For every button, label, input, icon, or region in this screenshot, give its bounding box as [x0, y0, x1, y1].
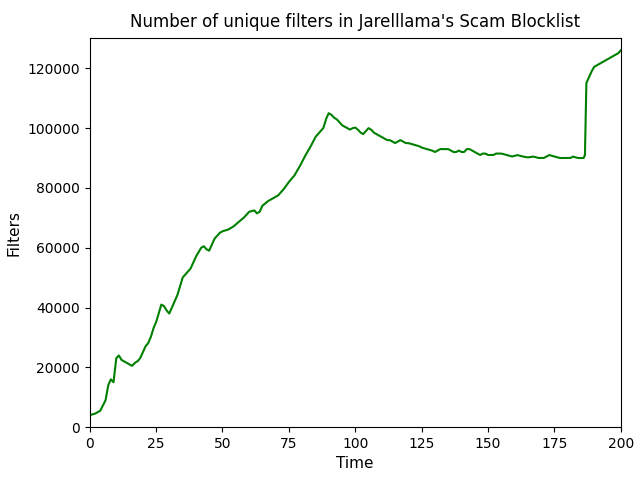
Y-axis label: Filters: Filters [6, 210, 22, 256]
X-axis label: Time: Time [337, 456, 374, 471]
Title: Number of unique filters in Jarelllama's Scam Blocklist: Number of unique filters in Jarelllama's… [130, 13, 580, 31]
